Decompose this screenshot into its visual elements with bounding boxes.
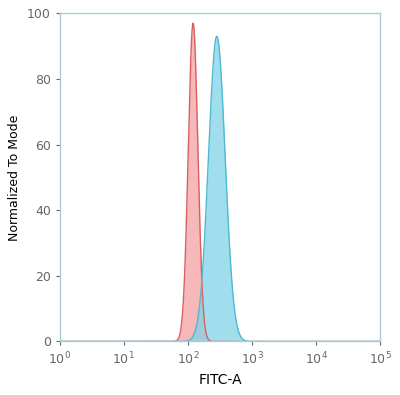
Y-axis label: Normalized To Mode: Normalized To Mode — [8, 114, 21, 241]
X-axis label: FITC-A: FITC-A — [198, 372, 242, 387]
